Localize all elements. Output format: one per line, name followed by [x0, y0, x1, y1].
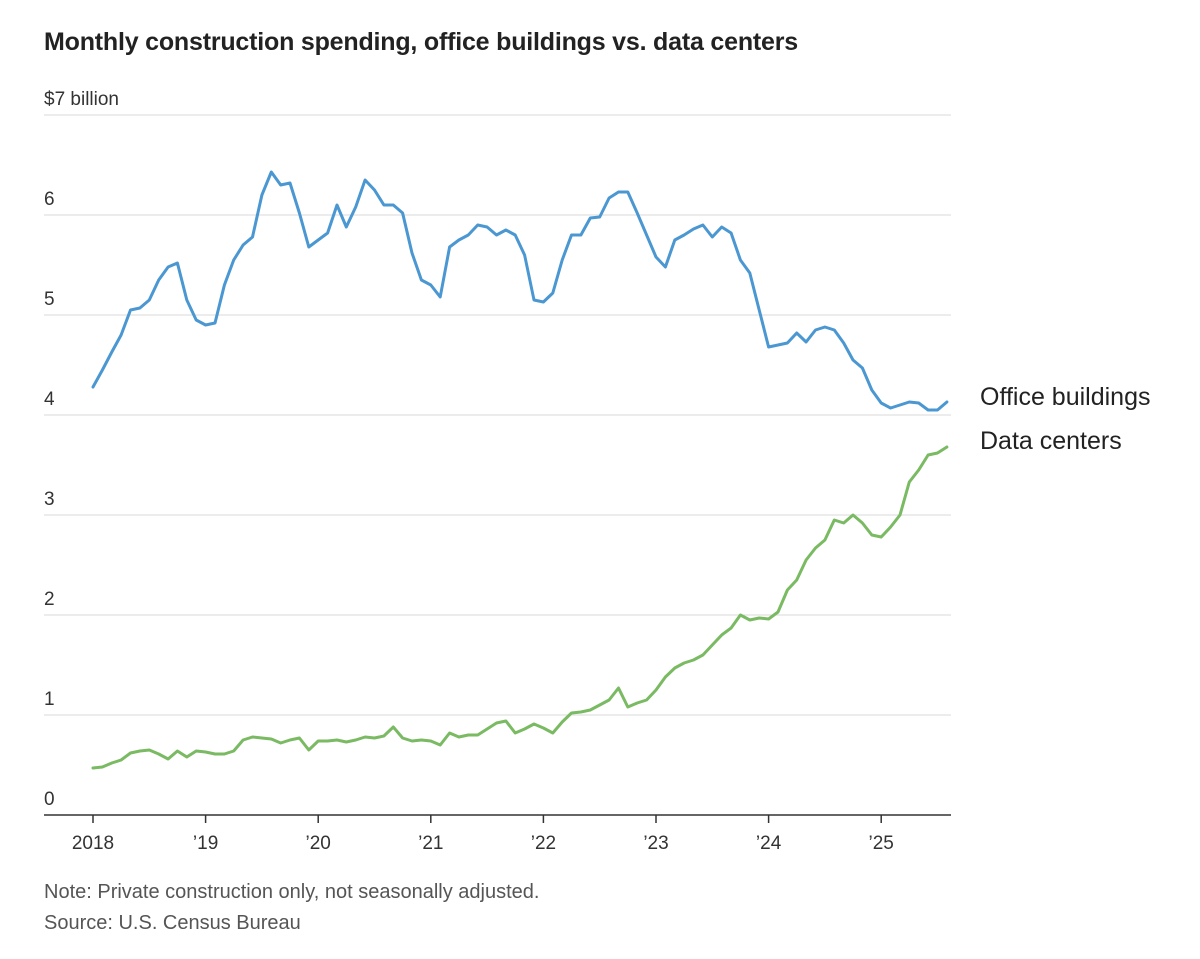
y-tick-label-4: 4 — [44, 389, 55, 410]
chart-notes: Note: Private construction only, not sea… — [44, 877, 539, 939]
y-tick-label-1: 1 — [44, 689, 55, 710]
tick-labels: 0 1 2 3 4 5 6 $7 billion 2018 ’19 ’20 ’21 ’22 ’23 ’24 ’… — [44, 89, 1150, 854]
x-tick-label-2024: ’24 — [756, 833, 782, 854]
series-label-office-buildings: Office buildings — [980, 383, 1150, 411]
y-tick-label-0: 0 — [44, 789, 55, 810]
gridlines — [44, 114, 951, 716]
x-tick-label-2022: ’22 — [531, 833, 556, 854]
x-tick-label-2020: ’20 — [306, 833, 331, 854]
y-tick-label-3: 3 — [44, 489, 55, 510]
series-line-office-buildings — [91, 170, 949, 412]
note-text: Note: Private construction only, not sea… — [44, 881, 540, 903]
x-tick-label-2021: ’21 — [418, 833, 443, 854]
x-tick-label-2025: ’25 — [869, 833, 894, 854]
y-tick-label-6: 6 — [44, 189, 55, 210]
x-tick-label-2018: 2018 — [72, 833, 114, 854]
series-line-data-centers — [91, 445, 949, 770]
y-tick-label-2: 2 — [44, 589, 55, 610]
source-text: Source: U.S. Census Bureau — [44, 912, 301, 934]
chart-title: Monthly construction spending, office bu… — [44, 28, 798, 56]
x-tick-label-2023: ’23 — [643, 833, 668, 854]
series-label-data-centers: Data centers — [980, 427, 1122, 455]
x-tick-label-2019: ’19 — [193, 833, 218, 854]
y-tick-label-5: 5 — [44, 289, 55, 310]
series-lines — [91, 170, 949, 770]
y-tick-label-7: $7 billion — [44, 89, 119, 110]
x-axis — [44, 814, 951, 823]
